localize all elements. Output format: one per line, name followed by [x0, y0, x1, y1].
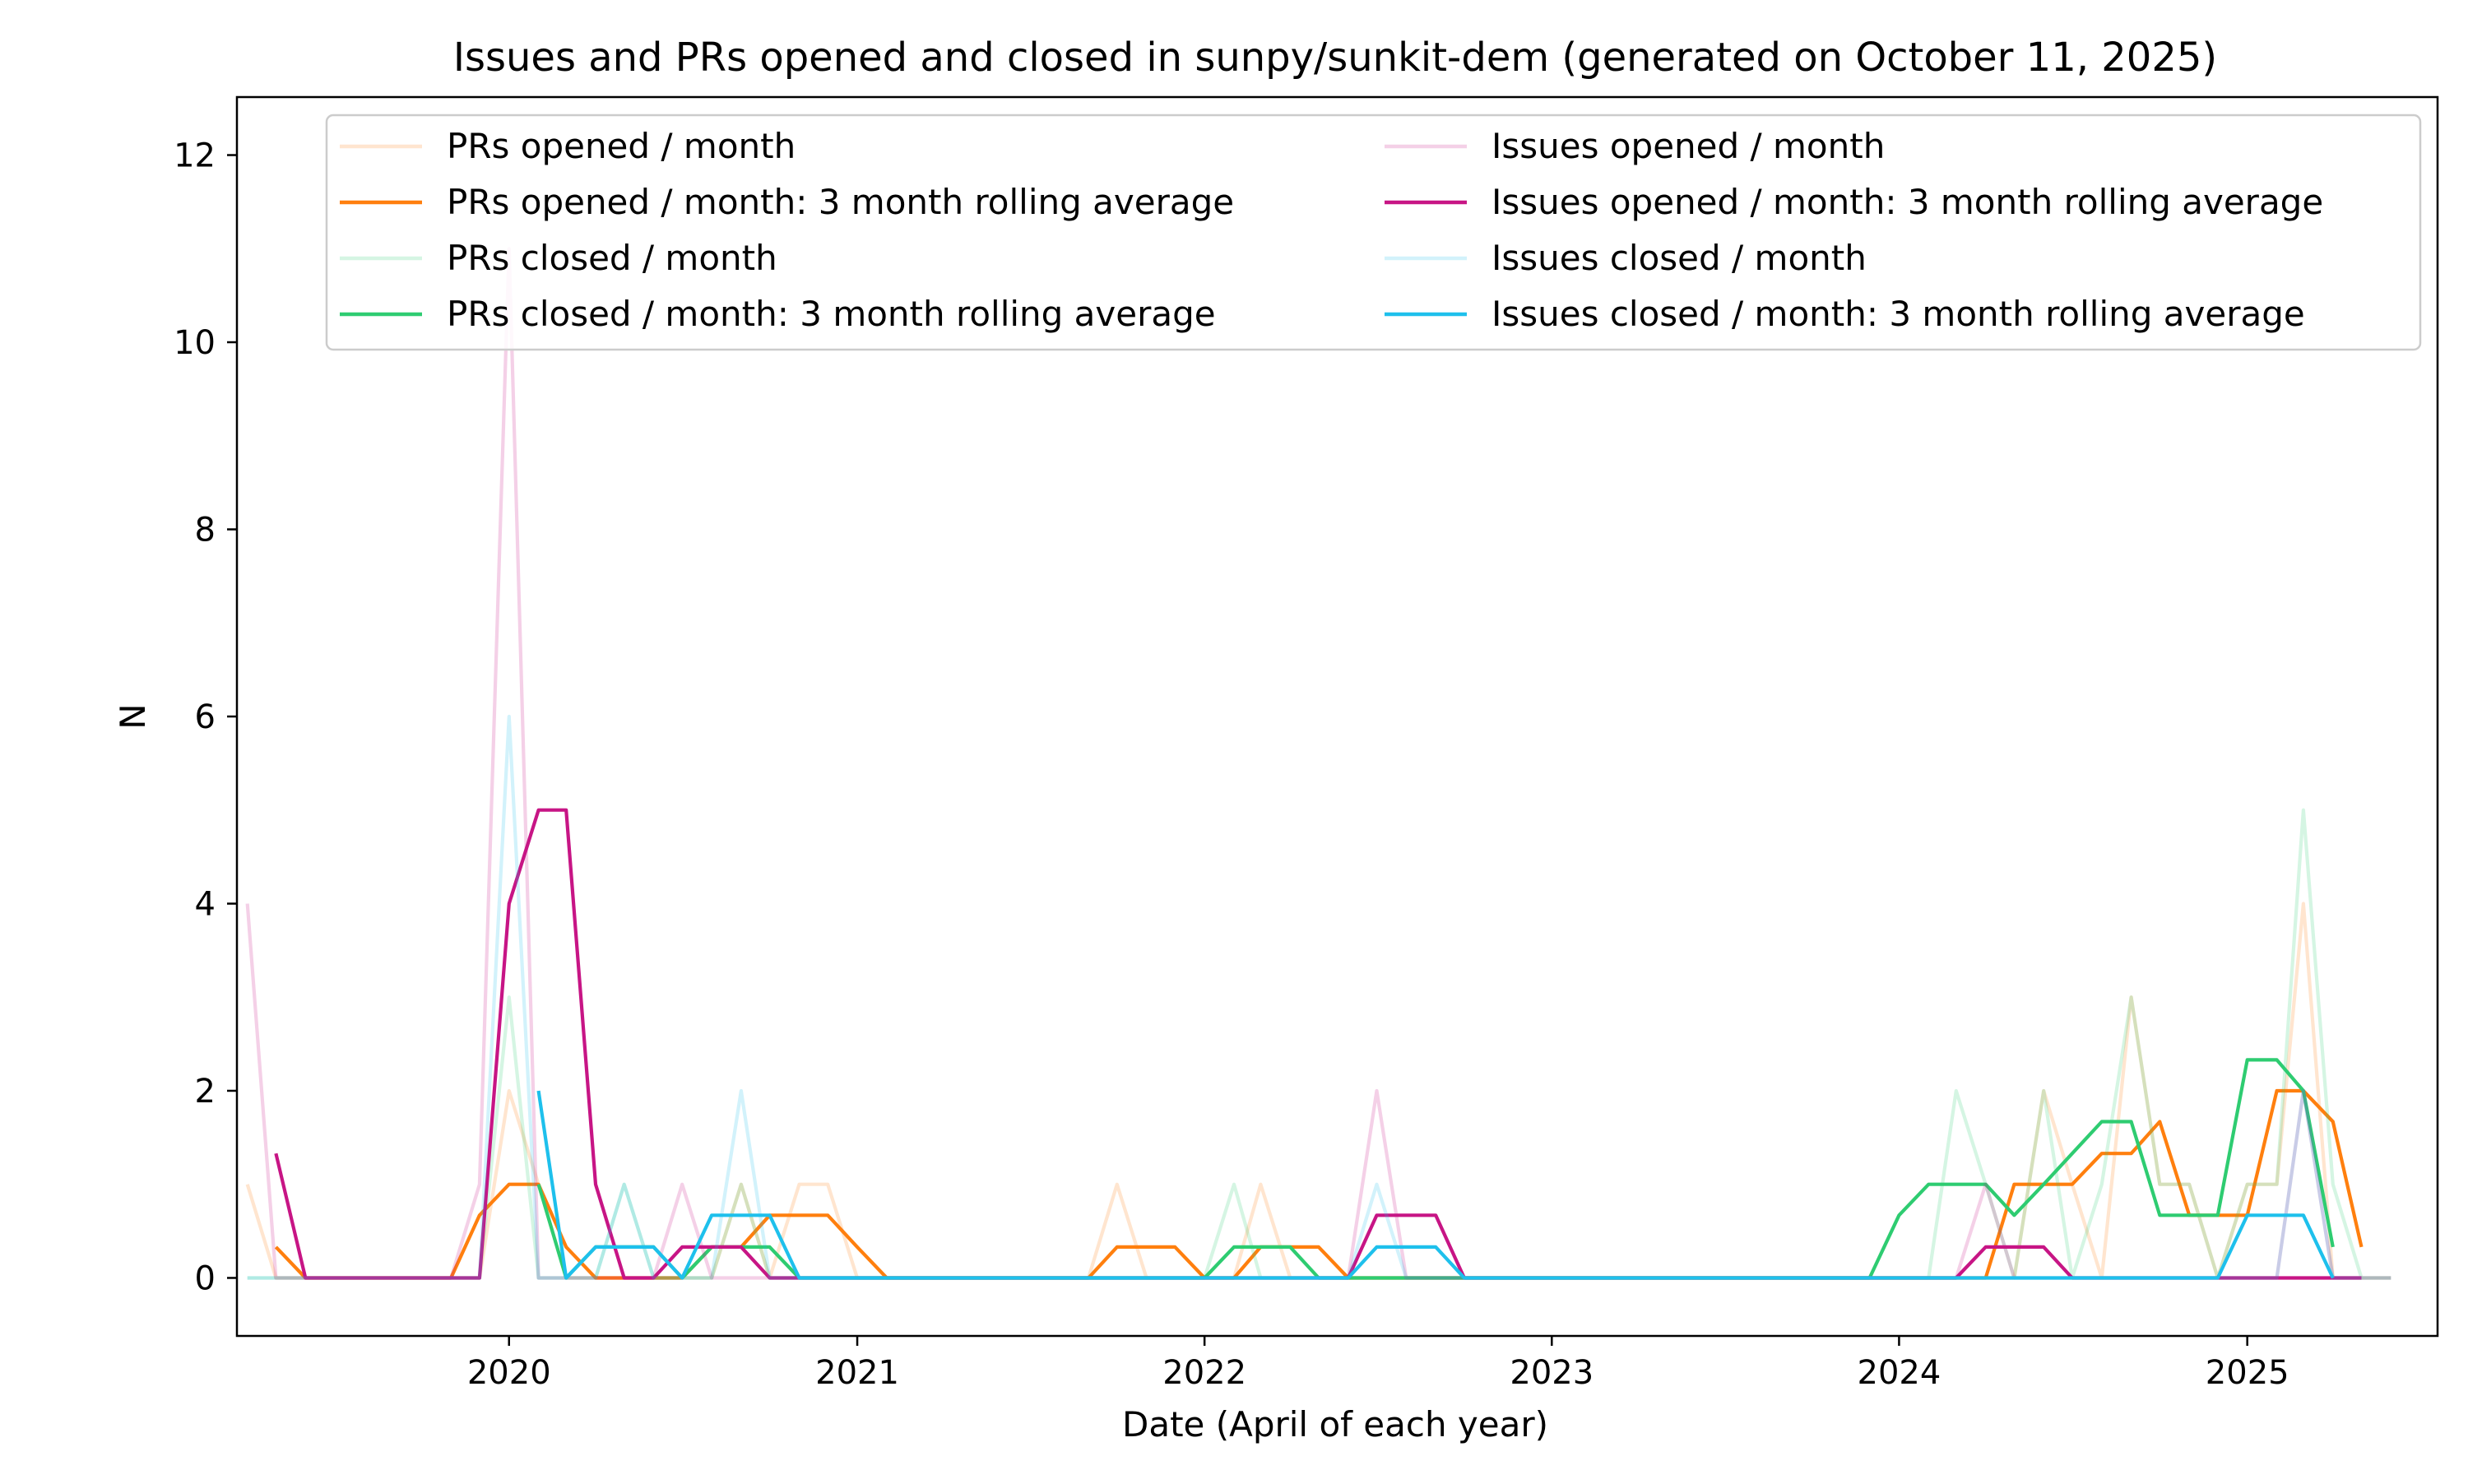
chart-title: Issues and PRs opened and closed in sunp… [453, 35, 2217, 81]
y-tick-label: 12 [174, 137, 216, 175]
x-axis: 2020 2021 2022 2023 2024 2025 [467, 1336, 2289, 1392]
x-tick-label: 2021 [815, 1354, 899, 1392]
x-tick-label: 2024 [1858, 1354, 1941, 1392]
y-axis: 0 2 4 6 8 10 12 [174, 137, 237, 1297]
legend-label: PRs opened / month: 3 month rolling aver… [447, 182, 1234, 222]
legend: PRs opened / month PRs opened / month: 3 … [325, 114, 2422, 351]
y-tick-label: 10 [174, 324, 216, 362]
plot-area [245, 247, 2391, 1280]
legend-label: Issues opened / month [1491, 126, 1885, 166]
legend-label: Issues opened / month: 3 month rolling a… [1491, 182, 2323, 222]
y-tick-label: 0 [195, 1259, 216, 1297]
y-tick-label: 8 [195, 512, 216, 550]
x-tick-label: 2020 [467, 1354, 551, 1392]
legend-label: Issues closed / month [1491, 238, 1867, 278]
x-tick-label: 2023 [1510, 1354, 1594, 1392]
y-tick-label: 4 [195, 885, 216, 923]
y-tick-label: 2 [195, 1073, 216, 1111]
y-tick-label: 6 [195, 698, 216, 736]
x-tick-label: 2022 [1162, 1354, 1246, 1392]
legend-label: PRs closed / month: 3 month rolling aver… [447, 294, 1216, 334]
x-tick-label: 2025 [2206, 1354, 2289, 1392]
series-line-7 [536, 1090, 2335, 1280]
y-axis-label: N [113, 703, 153, 729]
legend-label: Issues closed / month: 3 month rolling a… [1491, 294, 2305, 334]
legend-box [325, 114, 2422, 351]
legend-label: PRs opened / month [447, 126, 796, 166]
x-axis-label: Date (April of each year) [1122, 1404, 1548, 1445]
legend-label: PRs closed / month [447, 238, 777, 278]
